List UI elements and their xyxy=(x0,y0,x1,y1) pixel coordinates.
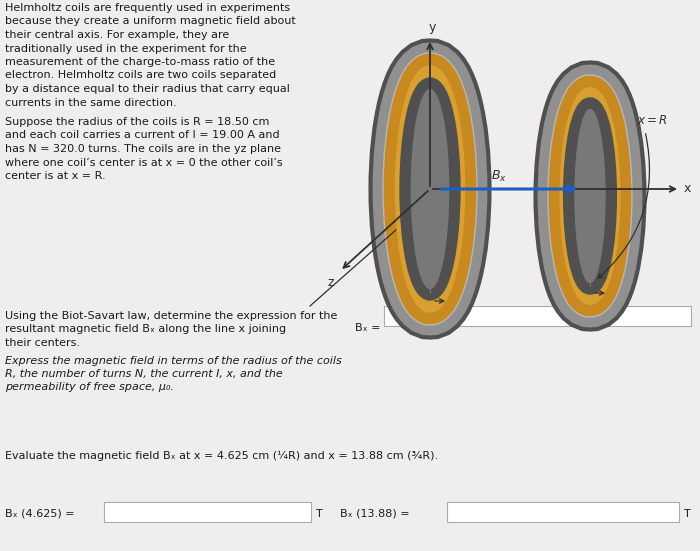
Text: has N = 320.0 turns. The coils are in the yz plane: has N = 320.0 turns. The coils are in th… xyxy=(5,144,281,154)
Text: I: I xyxy=(450,294,454,306)
Text: $x = R$: $x = R$ xyxy=(637,115,668,127)
Text: measurement of the charge-to-mass ratio of the: measurement of the charge-to-mass ratio … xyxy=(5,57,275,67)
Text: electron. Helmholtz coils are two coils separated: electron. Helmholtz coils are two coils … xyxy=(5,71,276,80)
Ellipse shape xyxy=(574,109,606,283)
Text: their central axis. For example, they are: their central axis. For example, they ar… xyxy=(5,30,230,40)
Text: x: x xyxy=(684,182,692,196)
Text: by a distance equal to their radius that carry equal: by a distance equal to their radius that… xyxy=(5,84,290,94)
Text: R: R xyxy=(435,235,443,248)
Text: Express the magnetic field in terms of the radius of the coils: Express the magnetic field in terms of t… xyxy=(5,355,342,365)
Text: Evaluate the magnetic field Bₓ at x = 4.625 cm (¼R) and x = 13.88 cm (¾R).: Evaluate the magnetic field Bₓ at x = 4.… xyxy=(5,451,438,461)
Text: z: z xyxy=(328,276,334,289)
FancyBboxPatch shape xyxy=(104,502,311,522)
Text: R, the number of turns N, the current I, x, and the: R, the number of turns N, the current I,… xyxy=(5,369,283,379)
Text: Bₓ =: Bₓ = xyxy=(355,323,381,333)
FancyBboxPatch shape xyxy=(447,502,679,522)
Text: Bₓ (4.625) =: Bₓ (4.625) = xyxy=(5,509,75,519)
Text: $B_x$: $B_x$ xyxy=(491,169,507,184)
Text: permeability of free space, μ₀.: permeability of free space, μ₀. xyxy=(5,382,174,392)
Text: center is at x = R.: center is at x = R. xyxy=(5,171,106,181)
Text: Suppose the radius of the coils is R = 18.50 cm: Suppose the radius of the coils is R = 1… xyxy=(5,117,270,127)
Text: I: I xyxy=(610,285,613,299)
Text: and each coil carries a current of I = 19.00 A and: and each coil carries a current of I = 1… xyxy=(5,131,279,141)
Text: where one coil’s center is at x = 0 the other coil’s: where one coil’s center is at x = 0 the … xyxy=(5,158,283,168)
Text: currents in the same direction.: currents in the same direction. xyxy=(5,98,176,107)
Text: y: y xyxy=(428,21,435,34)
Text: resultant magnetic field Bₓ along the line x joining: resultant magnetic field Bₓ along the li… xyxy=(5,325,286,334)
FancyBboxPatch shape xyxy=(384,306,691,326)
Text: their centers.: their centers. xyxy=(5,338,80,348)
Text: Using the Biot-Savart law, determine the expression for the: Using the Biot-Savart law, determine the… xyxy=(5,311,337,321)
Text: T: T xyxy=(316,509,323,519)
Text: R: R xyxy=(595,235,603,247)
Text: Helmholtz coils are frequently used in experiments: Helmholtz coils are frequently used in e… xyxy=(5,3,290,13)
Text: because they create a uniform magnetic field about: because they create a uniform magnetic f… xyxy=(5,17,295,26)
Ellipse shape xyxy=(411,89,449,289)
Text: Bₓ (13.88) =: Bₓ (13.88) = xyxy=(340,509,410,519)
Text: traditionally used in the experiment for the: traditionally used in the experiment for… xyxy=(5,44,246,53)
Text: T: T xyxy=(684,509,691,519)
